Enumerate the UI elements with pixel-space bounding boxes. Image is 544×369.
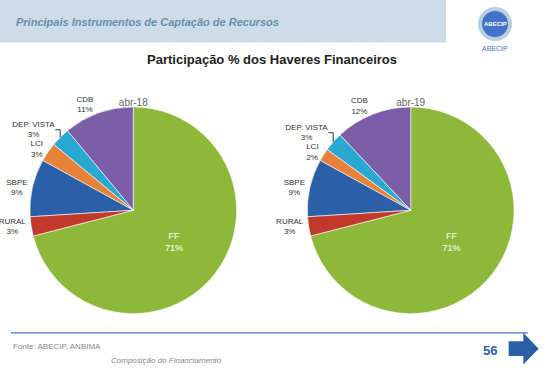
svg-text:DEP. VISTA3%: DEP. VISTA3% [285, 123, 328, 142]
svg-text:CDB11%: CDB11% [77, 95, 94, 114]
svg-text:ABECIP: ABECIP [484, 21, 507, 27]
svg-text:abr-18: abr-18 [119, 97, 148, 108]
svg-text:56: 56 [483, 343, 497, 358]
svg-text:SBPE9%: SBPE9% [284, 178, 305, 197]
svg-text:Fonte: ABECIP, ANBIMA: Fonte: ABECIP, ANBIMA [13, 342, 101, 351]
svg-text:FF71%: FF71% [443, 231, 461, 253]
svg-text:SBPE9%: SBPE9% [6, 178, 27, 197]
svg-text:RURAL3%: RURAL3% [276, 217, 304, 236]
svg-text:Composição do Financiamento: Composição do Financiamento [111, 356, 222, 365]
svg-text:DEP. VISTA3%: DEP. VISTA3% [12, 120, 55, 139]
svg-text:LCI2%: LCI2% [306, 142, 318, 161]
svg-text:LCI3%: LCI3% [30, 139, 42, 158]
svg-text:Participação % dos Haveres Fin: Participação % dos Haveres Financeiros [147, 52, 397, 67]
svg-text:FF71%: FF71% [165, 231, 183, 253]
svg-text:CDB12%: CDB12% [351, 96, 368, 115]
svg-text:Principais Instrumentos de Cap: Principais Instrumentos de Captação de R… [16, 16, 279, 28]
svg-text:ABECIP: ABECIP [482, 45, 508, 52]
svg-text:RURAL3%: RURAL3% [0, 217, 26, 236]
svg-text:abr-19: abr-19 [396, 97, 425, 108]
